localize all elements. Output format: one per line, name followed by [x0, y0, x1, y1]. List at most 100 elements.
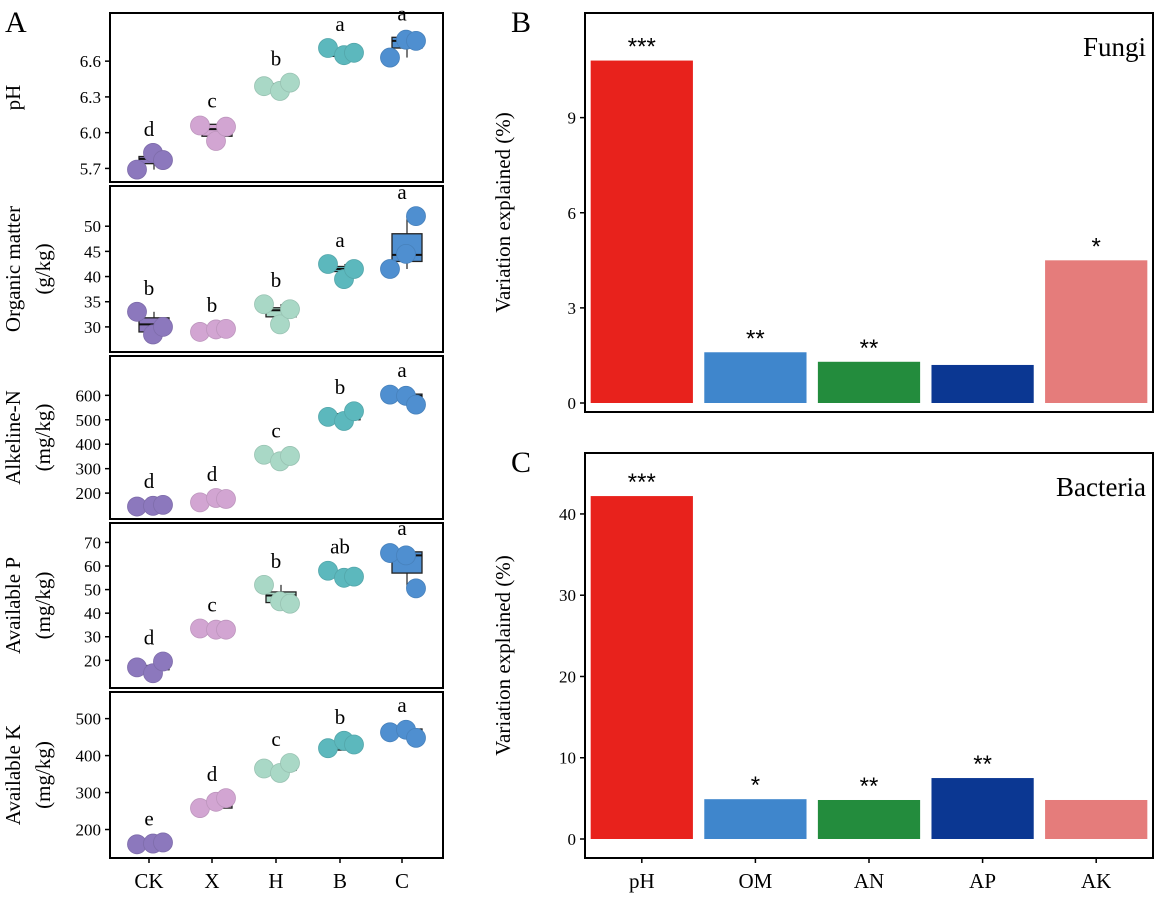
x-tick-label: AK	[1081, 869, 1111, 893]
data-point	[216, 788, 236, 809]
data-point	[280, 446, 300, 466]
bar-ap	[931, 778, 1034, 839]
data-point	[127, 159, 147, 180]
x-tick-label: X	[204, 869, 219, 893]
data-point	[153, 150, 173, 170]
bar-an	[817, 799, 921, 839]
y-axis-label: Organic matter	[1, 206, 25, 332]
significance-letter: c	[271, 727, 280, 751]
data-point	[216, 619, 236, 640]
y-axis-label: (mg/kg)	[31, 572, 55, 640]
significance-label: **	[860, 335, 879, 362]
x-tick-label: H	[268, 869, 283, 893]
group-x: c	[190, 592, 236, 640]
subplot-frame	[109, 185, 444, 353]
group-x: c	[190, 88, 236, 151]
y-tick-label: 600	[76, 386, 102, 405]
subplot-organic-matter: 30 35 40 45 50 Organic matter (g/kg) b b b a a	[1, 180, 444, 353]
y-tick-label: 30	[84, 628, 101, 647]
chart-title: Fungi	[1083, 32, 1146, 62]
significance-letter: a	[397, 516, 407, 540]
significance-letter: e	[144, 806, 153, 830]
group-b: b	[318, 375, 364, 431]
data-point	[254, 294, 274, 315]
significance-letter: a	[335, 228, 345, 252]
y-tick-label: 0	[568, 830, 577, 849]
data-point	[270, 314, 290, 335]
y-tick-label: 6.6	[80, 52, 101, 71]
significance-letter: b	[335, 705, 346, 729]
bar-ak	[1045, 799, 1148, 839]
y-tick-label: 40	[84, 604, 101, 623]
group-ck: b	[127, 276, 173, 345]
data-point	[406, 394, 426, 415]
bar-an	[817, 361, 921, 403]
y-tick-label: 400	[76, 747, 102, 766]
panel-c: C Bacteria 0 10 20 30 40 Variation explained (%…	[491, 446, 1154, 893]
y-axis-label: Variation explained (%)	[491, 112, 515, 313]
x-tick-label: OM	[738, 869, 772, 893]
group-ck: d	[127, 625, 173, 684]
data-point	[280, 72, 300, 93]
y-tick-label: 6	[568, 204, 577, 223]
y-axis-label: (mg/kg)	[31, 404, 55, 472]
y-tick-label: 50	[84, 581, 101, 600]
data-point	[318, 254, 338, 274]
bar-om	[704, 352, 807, 403]
y-tick-label: 3	[568, 299, 577, 318]
data-point	[406, 206, 426, 227]
group-x: b	[190, 293, 236, 342]
y-tick-label: 30	[559, 586, 576, 605]
bar-ph	[590, 60, 693, 403]
significance-letter: d	[207, 762, 218, 786]
significance-letter: d	[207, 462, 218, 486]
data-point	[127, 301, 147, 322]
x-tick-label: AN	[854, 869, 884, 893]
group-ck: d	[127, 469, 173, 517]
y-tick-label: 6.3	[80, 88, 101, 107]
y-tick-label: 6.0	[80, 124, 101, 143]
group-h: b	[254, 47, 300, 101]
data-point	[396, 243, 416, 264]
data-point	[344, 566, 364, 587]
y-tick-label: 9	[568, 109, 577, 128]
data-point	[153, 832, 173, 853]
y-tick-label: 500	[76, 411, 102, 430]
data-point	[396, 545, 416, 566]
significance-label: *	[1092, 233, 1101, 260]
x-tick-label: CK	[134, 869, 163, 893]
data-point	[344, 42, 364, 63]
data-point	[254, 574, 274, 595]
significance-letter: a	[397, 693, 407, 717]
group-h: c	[254, 727, 300, 783]
significance-letter: a	[335, 12, 345, 36]
bar-ap	[931, 364, 1034, 403]
y-tick-label: 50	[84, 217, 101, 236]
significance-letter: b	[335, 375, 346, 399]
group-h: b	[254, 268, 300, 335]
y-tick-label: 45	[84, 242, 101, 261]
significance-letter: b	[144, 276, 155, 300]
significance-letter: b	[271, 268, 282, 292]
significance-letter: c	[207, 88, 216, 112]
y-axis-label: (mg/kg)	[31, 741, 55, 809]
group-c: a	[380, 516, 426, 599]
significance-letter: a	[397, 1, 407, 25]
group-c: a	[380, 693, 426, 748]
group-h: c	[254, 419, 300, 472]
group-c: a	[380, 358, 426, 415]
significance-label: **	[973, 751, 992, 778]
x-tick-label: pH	[629, 869, 655, 893]
data-point	[344, 734, 364, 755]
significance-letter: b	[271, 549, 282, 573]
x-tick-label: AP	[969, 869, 996, 893]
data-point	[280, 299, 300, 320]
y-tick-label: 200	[76, 484, 102, 503]
significance-label: **	[746, 325, 765, 352]
group-ck: e	[127, 806, 173, 855]
group-b: a	[318, 228, 364, 289]
y-tick-label: 300	[76, 784, 102, 803]
chart-title: Bacteria	[1056, 472, 1146, 502]
